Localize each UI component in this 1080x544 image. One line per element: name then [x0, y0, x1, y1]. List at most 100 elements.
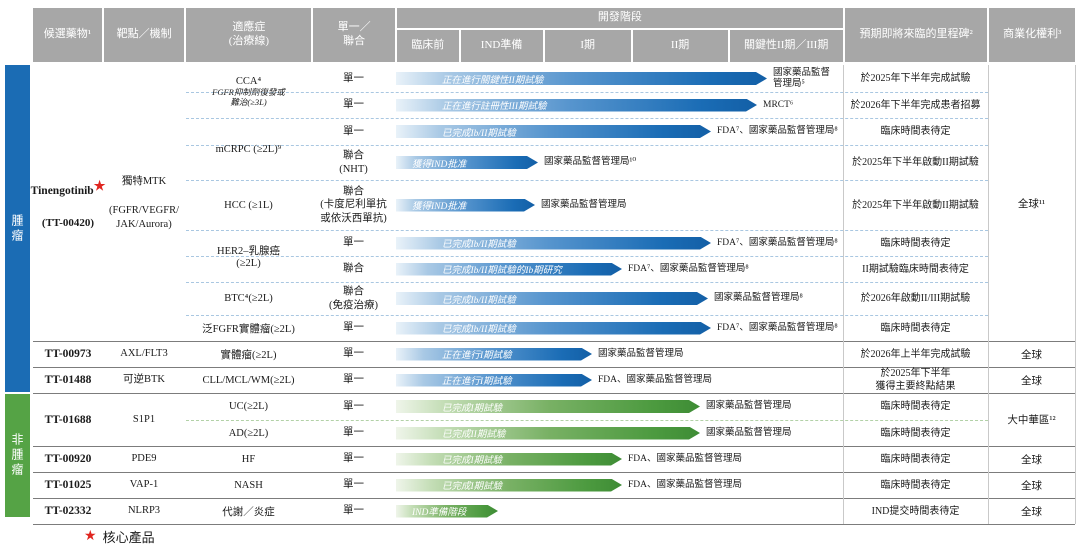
- row-separator-solid: [33, 524, 1075, 525]
- candidate-cell: Tinengotinib★ (TT-00420): [31, 65, 106, 341]
- indication-cell: HER2–乳腺癌 (≥2L): [185, 230, 312, 282]
- candidate-cell: TT-01025: [33, 472, 103, 498]
- commercial-rights-cell: 全球: [1021, 506, 1042, 518]
- candidate-name: TT-02332: [44, 505, 92, 517]
- mode-cell: 單一: [343, 400, 364, 412]
- stage-bar: 已完成Ib/II期試驗的Ib期研究: [396, 263, 622, 276]
- sidebar-non-oncology: 非腫瘤: [5, 394, 30, 517]
- regulator-label: FDA、國家藥品監督管理局: [598, 374, 713, 385]
- target-cell: NLRP3: [103, 498, 185, 524]
- regulator-label: 國家藥品監督 管理局⁵: [773, 67, 831, 89]
- mode-cell: 單一: [343, 237, 364, 249]
- regulator-label: FDA、國家藥品監督管理局: [628, 479, 743, 490]
- row-separator-dashed: [186, 118, 988, 119]
- commercial-rights-cell: 全球: [1021, 480, 1042, 492]
- header-stage-group-label: 開發階段: [396, 8, 845, 30]
- mode-cell: 單一: [343, 72, 364, 84]
- stage-bar-label: 正在進行關鍵性II期試驗: [442, 75, 544, 86]
- stage-bar: 已完成Ib/II期試驗: [396, 322, 711, 335]
- target-cell: S1P1: [103, 393, 185, 446]
- stage-bar-label: 正在進行註冊性III期試驗: [442, 102, 547, 112]
- core-product-label: 核心產品: [102, 530, 155, 544]
- commercial-rights-cell: 全球: [1021, 454, 1042, 466]
- indication-cell: 代謝／炎症: [185, 498, 312, 524]
- row-separator-solid: [33, 393, 1075, 394]
- indication-label: 代謝／炎症: [222, 506, 275, 518]
- target-mechanism: 可逆BTK: [123, 374, 165, 386]
- target-mechanism: VAP-1: [129, 479, 159, 491]
- column-divider: [988, 65, 989, 524]
- milestone-cell: 臨床時間表待定: [880, 401, 951, 412]
- milestone-cell: 於2026年上半年完成試驗: [860, 348, 971, 360]
- regulator-label: 國家藥品監督管理局: [541, 199, 627, 210]
- target-cell: PDE9: [103, 446, 185, 472]
- row-separator-dashed: [186, 282, 988, 283]
- stage-bar: 已完成I期試驗: [396, 453, 622, 466]
- mode-cell: 單一: [343, 125, 364, 137]
- row-separator-solid: [33, 472, 1075, 473]
- regulator-label: 國家藥品監督管理局⁸: [714, 293, 803, 304]
- indication-cell: CCA⁴ FGFR抑制劑復發或 難治(≥3L): [185, 65, 312, 118]
- mode-cell: 聯合 (免疫治療): [329, 286, 378, 311]
- milestone-cell: 臨床時間表待定: [880, 427, 951, 439]
- indication-label: mCRPC (≥2L)⁹: [215, 143, 282, 155]
- stage-bar: 已完成II期試驗: [396, 427, 700, 440]
- row-separator-solid: [33, 446, 1075, 447]
- milestone-cell: 臨床時間表待定: [880, 453, 951, 465]
- core-product-legend: ★ 核心產品: [84, 527, 155, 544]
- milestone-cell: 於2025年下半年 獲得主要終點結果: [875, 368, 956, 392]
- core-product-star-icon: ★: [84, 529, 97, 544]
- stage-bar: 正在進行I期試驗: [396, 348, 592, 361]
- table-header: 候選藥物¹ 靶點／機制 適應症 (治療線) 單一／ 聯合 開發階段 臨床前 IN…: [33, 8, 1076, 62]
- header-target: 靶點／機制: [103, 8, 187, 62]
- indication-cell: UC(≥2L): [185, 393, 312, 420]
- commercial-rights-cell: 全球¹¹: [1017, 198, 1046, 210]
- header-commercial: 商業化權利³: [989, 8, 1076, 62]
- candidate-cell: TT-01488: [33, 367, 103, 393]
- row-separator-solid: [33, 341, 1075, 342]
- stage-bar: 已完成I期試驗: [396, 400, 700, 413]
- regulator-label: 國家藥品監督管理局¹⁰: [544, 157, 637, 168]
- target-mechanism-detail: (FGFR/VEGFR/ JAK/Aurora): [108, 205, 180, 230]
- milestone-cell: 於2026年下半年完成患者招募: [850, 99, 981, 111]
- candidate-cell: TT-02332: [33, 498, 103, 524]
- stage-bar-label: 已完成Ib/II期試驗: [442, 240, 516, 250]
- milestone-cell: 於2025年下半年啟動II期試驗: [852, 199, 979, 211]
- mode-cell: 單一: [343, 427, 364, 439]
- indication-cell: HF: [185, 446, 312, 472]
- target-cell: 可逆BTK: [103, 367, 185, 393]
- header-stage-pivotal: 關鍵性II期／III期: [729, 30, 845, 62]
- header-milestone: 預期即將來臨的里程碑²: [844, 8, 990, 62]
- candidate-name: TT-00973: [44, 348, 92, 360]
- stage-bar: 正在進行關鍵性II期試驗: [396, 72, 767, 85]
- target-cell: AXL/FLT3: [103, 341, 185, 367]
- regulator-label: FDA⁷、國家藥品監督管理局⁸: [717, 322, 838, 333]
- stage-bar-label: 已完成I期試驗: [442, 456, 503, 466]
- stage-bar-label: 正在進行I期試驗: [442, 377, 512, 387]
- stage-bar: 已完成Ib/II期試驗: [396, 237, 711, 250]
- stage-bar-label: 已完成I期試驗: [442, 482, 503, 492]
- milestone-cell: 臨床時間表待定: [880, 322, 951, 334]
- indication-cell: 泛FGFR實體瘤(≥2L): [185, 315, 312, 341]
- header-indication: 適應症 (治療線): [186, 8, 314, 62]
- row-separator-dashed: [186, 420, 988, 421]
- target-mechanism: PDE9: [131, 453, 157, 465]
- stage-bar-label: 獲得IND批准: [412, 159, 467, 170]
- regulator-label: 國家藥品監督管理局: [598, 348, 684, 359]
- indication-label: CLL/MCL/WM(≥2L): [202, 374, 295, 386]
- stage-bar: 已完成Ib/II期試驗: [396, 292, 708, 305]
- indication-cell: AD(≥2L): [185, 420, 312, 446]
- regulator-label: MRCT⁶: [763, 99, 794, 110]
- mode-cell: 單一: [343, 479, 364, 491]
- regulator-label: FDA⁷、國家藥品監督管理局⁸: [717, 237, 838, 248]
- header-candidate: 候選藥物¹: [33, 8, 104, 62]
- row-separator-dashed: [186, 256, 988, 257]
- target-mechanism: S1P1: [132, 413, 156, 425]
- mode-cell: 單一: [343, 99, 364, 111]
- mode-cell: 聯合 (NHT): [339, 150, 368, 175]
- mode-cell: 單一: [343, 322, 364, 334]
- row-separator-dashed: [186, 230, 988, 231]
- candidate-cell: TT-00973: [33, 341, 103, 367]
